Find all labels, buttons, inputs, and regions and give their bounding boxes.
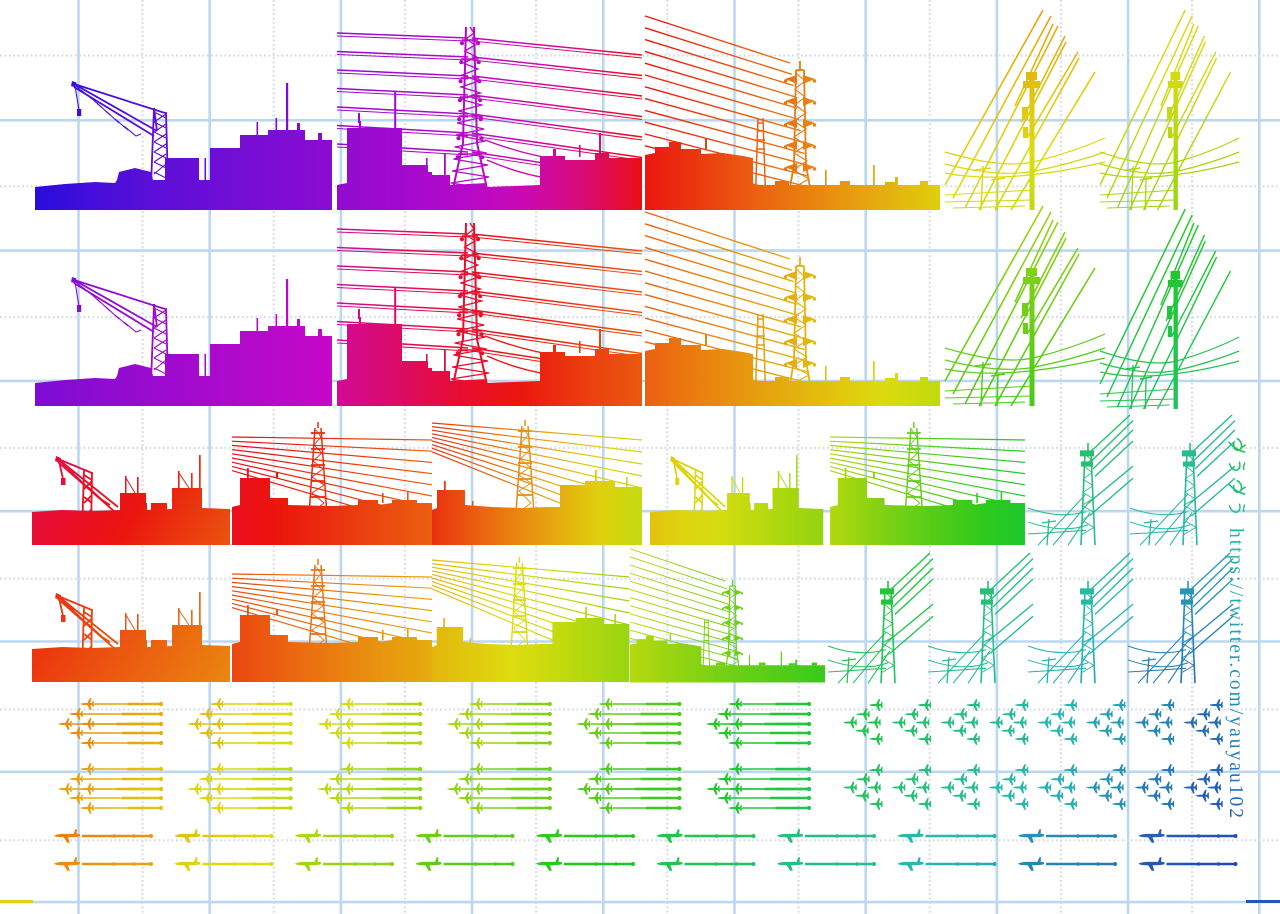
svg-text:https://twitter.com/yauyau102: https://twitter.com/yauyau102: [1225, 528, 1246, 818]
